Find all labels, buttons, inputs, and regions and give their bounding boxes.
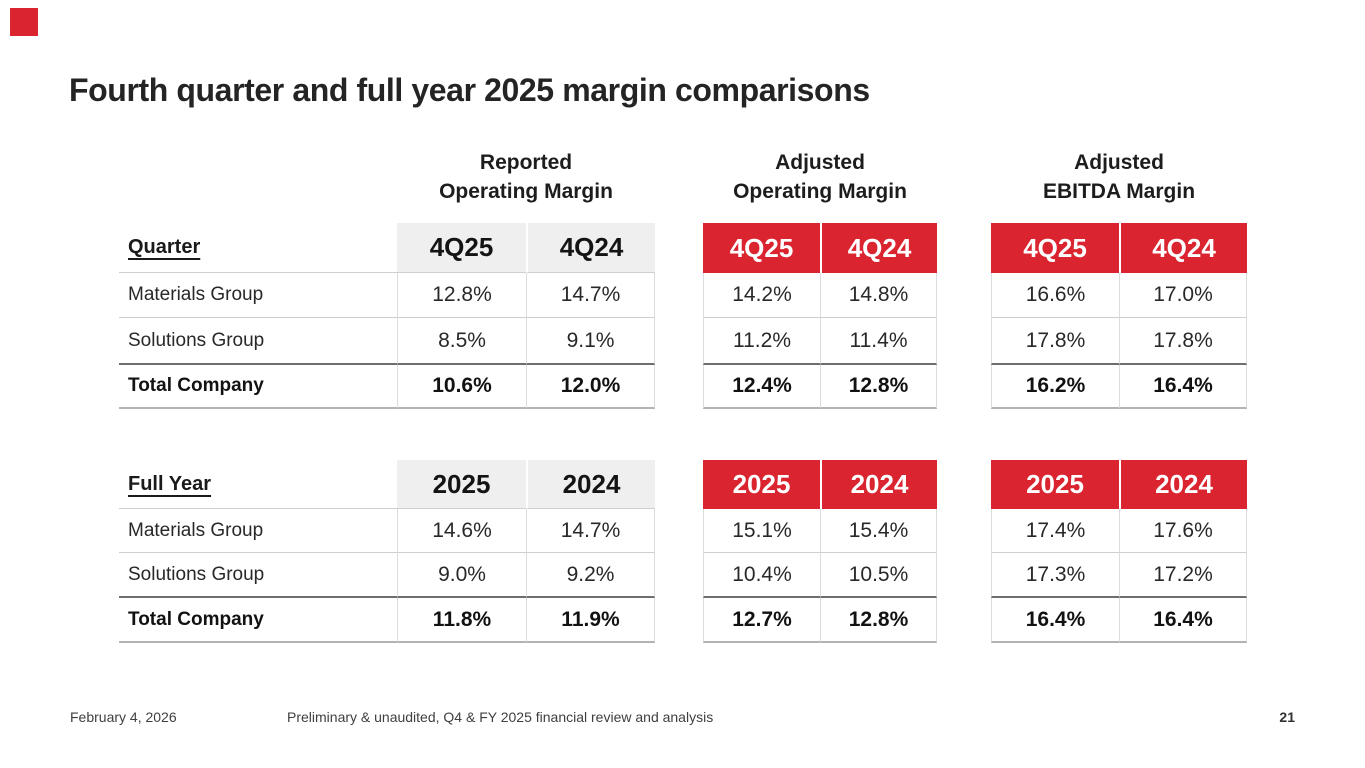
data-cell-total: 12.4%: [703, 365, 820, 409]
column-header-2025: 2025: [703, 460, 820, 509]
row-label-total: Total Company: [119, 365, 397, 409]
table-fullyear-adjusted-operating: 2025 2024 15.1% 15.4% 10.4% 10.5% 12.7% …: [703, 460, 937, 643]
group-header-reported-operating-margin: Reported Operating Margin: [397, 148, 655, 206]
group-header-line1: Adjusted: [775, 151, 865, 174]
table-quarter-reported: Quarter 4Q25 4Q24 Materials Group 12.8% …: [119, 223, 655, 409]
group-header-line1: Reported: [479, 151, 573, 174]
table-fullyear-reported: Full Year 2025 2024 Materials Group 14.6…: [119, 460, 655, 643]
data-cell: 17.4%: [991, 509, 1119, 553]
data-cell-total: 11.8%: [397, 598, 526, 643]
row-label-total: Total Company: [119, 598, 397, 643]
column-header-2024: 2024: [1119, 460, 1247, 509]
data-cell: 11.2%: [703, 318, 820, 365]
data-cell-total: 10.6%: [397, 365, 526, 409]
row-label: Solutions Group: [119, 553, 397, 598]
data-cell: 14.7%: [526, 273, 655, 318]
slide-title: Fourth quarter and full year 2025 margin…: [69, 72, 870, 108]
group-header-adjusted-operating-margin: Adjusted Operating Margin: [703, 148, 937, 206]
group-header-adjusted-ebitda-margin: Adjusted EBITDA Margin: [991, 148, 1247, 206]
footer-note: Preliminary & unaudited, Q4 & FY 2025 fi…: [287, 709, 714, 725]
data-cell: 14.6%: [397, 509, 526, 553]
data-cell: 15.4%: [820, 509, 937, 553]
column-header-4q24: 4Q24: [820, 223, 937, 273]
data-cell: 12.8%: [397, 273, 526, 318]
data-cell: 11.4%: [820, 318, 937, 365]
column-header-2024: 2024: [820, 460, 937, 509]
data-cell-total: 16.4%: [1119, 365, 1247, 409]
data-cell: 17.0%: [1119, 273, 1247, 318]
column-header-4q25: 4Q25: [703, 223, 820, 273]
data-cell-total: 12.7%: [703, 598, 820, 643]
section-label-cell: Full Year: [119, 460, 397, 509]
data-cell: 17.6%: [1119, 509, 1247, 553]
data-cell: 9.0%: [397, 553, 526, 598]
table-fullyear-adjusted-ebitda: 2025 2024 17.4% 17.6% 17.3% 17.2% 16.4% …: [991, 460, 1247, 643]
data-cell: 10.4%: [703, 553, 820, 598]
data-cell: 14.8%: [820, 273, 937, 318]
group-header-line2: EBITDA Margin: [1042, 180, 1196, 203]
data-cell: 14.2%: [703, 273, 820, 318]
column-header-2024: 2024: [526, 460, 655, 509]
section-label-cell: Quarter: [119, 223, 397, 273]
group-header-line2: Operating Margin: [733, 180, 907, 203]
column-header-4q25: 4Q25: [397, 223, 526, 273]
footer-date: February 4, 2026: [70, 709, 177, 725]
data-cell-total: 12.8%: [820, 598, 937, 643]
section-label-full-year: Full Year: [128, 472, 212, 495]
row-label: Solutions Group: [119, 318, 397, 365]
section-label-quarter: Quarter: [128, 236, 201, 258]
data-cell-total: 16.4%: [1119, 598, 1247, 643]
data-cell-total: 12.8%: [820, 365, 937, 409]
data-cell-total: 16.2%: [991, 365, 1119, 409]
column-header-2025: 2025: [397, 460, 526, 509]
table-quarter-adjusted-ebitda: 4Q25 4Q24 16.6% 17.0% 17.8% 17.8% 16.2% …: [991, 223, 1247, 409]
data-cell: 14.7%: [526, 509, 655, 553]
group-header-line1: Adjusted: [1074, 151, 1164, 174]
column-header-2025: 2025: [991, 460, 1119, 509]
data-cell-total: 12.0%: [526, 365, 655, 409]
data-cell: 9.2%: [526, 553, 655, 598]
column-header-4q24: 4Q24: [1119, 223, 1247, 273]
data-cell: 16.6%: [991, 273, 1119, 318]
data-cell: 17.8%: [991, 318, 1119, 365]
data-cell: 8.5%: [397, 318, 526, 365]
data-cell: 9.1%: [526, 318, 655, 365]
data-cell: 10.5%: [820, 553, 937, 598]
table-quarter-adjusted-operating: 4Q25 4Q24 14.2% 14.8% 11.2% 11.4% 12.4% …: [703, 223, 937, 409]
row-label: Materials Group: [119, 509, 397, 553]
data-cell: 15.1%: [703, 509, 820, 553]
column-header-4q24: 4Q24: [526, 223, 655, 273]
data-cell: 17.2%: [1119, 553, 1247, 598]
data-cell: 17.3%: [991, 553, 1119, 598]
data-cell: 17.8%: [1119, 318, 1247, 365]
data-cell-total: 11.9%: [526, 598, 655, 643]
footer-page-number: 21: [1279, 709, 1295, 725]
row-label: Materials Group: [119, 273, 397, 318]
company-logo-red-square-icon: [10, 8, 38, 36]
column-header-4q25: 4Q25: [991, 223, 1119, 273]
data-cell-total: 16.4%: [991, 598, 1119, 643]
group-header-line2: Operating Margin: [439, 180, 613, 203]
